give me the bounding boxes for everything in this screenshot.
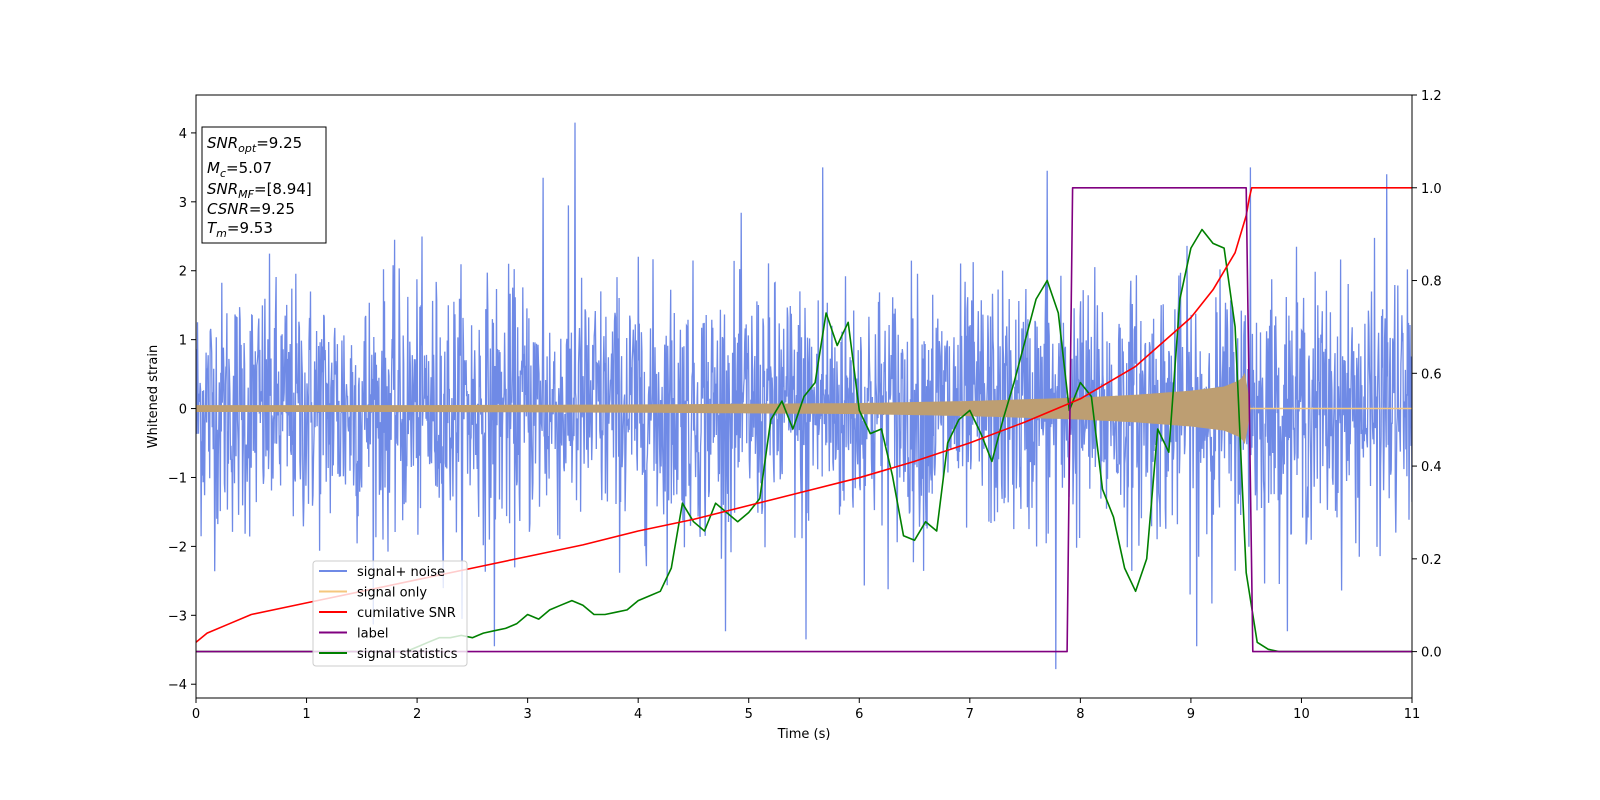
y-tick-label: −3 (168, 609, 187, 624)
y-tick-label: −2 (168, 540, 187, 555)
legend-label: signal+ noise (357, 565, 445, 580)
annotation-name: M (207, 159, 220, 177)
y2-tick-label: 0.6 (1421, 367, 1442, 382)
annotation-value: =5.07 (226, 159, 272, 177)
axes-layer: 0 1 2 3 4 5 6 7 8 9 10 11 −4 −3 −2 −1 0 1 2 3 4 0.0 0.2 0.4 0.6 0… (146, 89, 1442, 742)
x-tick-label: 9 (1187, 707, 1195, 722)
y-tick-label: −1 (168, 471, 187, 486)
x-tick-label: 0 (192, 707, 200, 722)
x-tick-label: 5 (745, 707, 753, 722)
annotation-snr_opt: SNRopt=9.25 (207, 134, 302, 155)
series-label (196, 187, 1412, 653)
y-tick-label: 4 (179, 127, 187, 142)
legend-label: signal only (357, 586, 427, 601)
annotation-value: =9.25 (249, 200, 295, 218)
y-axis-label: Whitened strain (146, 345, 161, 448)
x-tick-label: 6 (855, 707, 863, 722)
annotation-name: SNR (207, 134, 238, 152)
x-tick-label: 1 (302, 707, 310, 722)
x-tick-label: 10 (1293, 707, 1310, 722)
x-tick-label: 11 (1404, 707, 1421, 722)
annotation-value: =9.53 (227, 219, 273, 237)
y2-tick-label: 0.4 (1421, 460, 1442, 475)
annotation-tm: Tm=9.53 (207, 219, 273, 240)
x-tick-label: 8 (1076, 707, 1084, 722)
y-tick-label: −4 (168, 678, 187, 693)
annotation-frame (201, 126, 327, 244)
annotation-subscript: opt (238, 142, 257, 155)
annotation-name: T (207, 219, 218, 237)
y2-tick-label: 0.8 (1421, 275, 1442, 290)
annotation-subscript: m (216, 227, 227, 240)
y2-tick-label: 0.2 (1421, 553, 1442, 568)
annotation-csnr: CSNR=9.25 (207, 200, 295, 218)
annotation-subscript: MF (238, 188, 254, 201)
annotation-name: SNR (207, 180, 238, 198)
y-tick-label: 0 (179, 403, 187, 418)
x-tick-label: 7 (966, 707, 974, 722)
annotation-subscript: c (220, 167, 226, 180)
x-tick-label: 2 (413, 707, 421, 722)
annotation-snr_mf: SNRMF=[8.94] (207, 180, 312, 201)
annotation-mc: Mc=5.07 (207, 159, 272, 180)
plot-frame (195, 94, 1413, 699)
y-tick-label: 2 (179, 265, 187, 280)
legend-label: cumilative SNR (357, 606, 456, 621)
series-signal-noise (196, 122, 1412, 670)
legend-label: label (357, 627, 388, 642)
y2-tick-label: 1.0 (1421, 182, 1442, 197)
legend-label: signal statistics (357, 647, 458, 662)
annotation-box: SNRopt=9.25Mc=5.07SNRMF=[8.94]CSNR=9.25T… (201, 126, 327, 244)
annotation-value: =9.25 (256, 134, 302, 152)
annotation-value: =[8.94] (254, 180, 312, 198)
annotation-name: CSNR (207, 200, 249, 218)
legend-frame (312, 560, 468, 667)
x-tick-label: 3 (523, 707, 531, 722)
series-layer (196, 122, 1412, 670)
x-axis-label: Time (s) (777, 727, 831, 742)
series-signal-only-fill (196, 372, 1412, 445)
y-tick-label: 3 (179, 196, 187, 211)
y2-tick-label: 1.2 (1421, 89, 1442, 104)
y-tick-label: 1 (179, 334, 187, 349)
series-signal-statistics (196, 228, 1412, 653)
y2-tick-label: 0.0 (1421, 646, 1442, 661)
legend: signal+ noise signal only cumilative SNR la… (312, 560, 468, 667)
x-tick-label: 4 (634, 707, 642, 722)
